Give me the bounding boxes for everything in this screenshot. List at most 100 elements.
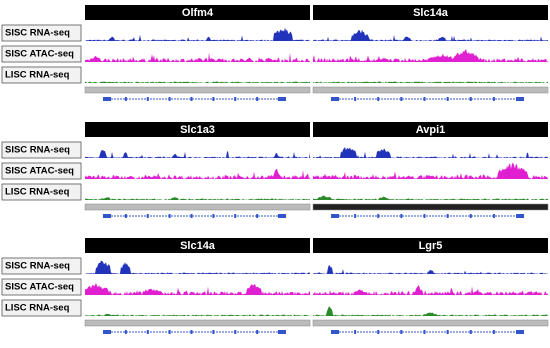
- exon: [190, 330, 193, 334]
- exon: [212, 330, 215, 334]
- exon: [256, 97, 259, 101]
- exon: [168, 97, 171, 101]
- gene-header: [313, 5, 548, 20]
- locus-bar: [312, 203, 549, 211]
- exon: [146, 97, 149, 101]
- signal-track: [85, 150, 310, 158]
- exon: [446, 214, 449, 218]
- exon: [469, 214, 472, 218]
- exon: [212, 97, 215, 101]
- track-label-box: [1, 299, 82, 317]
- exon: [234, 330, 237, 334]
- exon: [331, 97, 339, 101]
- track-label-box: [1, 183, 82, 201]
- track-label: LISC RNA-seq: [5, 187, 70, 198]
- track-label: SISC RNA-seq: [5, 28, 70, 39]
- exon: [377, 330, 380, 334]
- exon: [400, 214, 403, 218]
- track-label: SISC RNA-seq: [5, 261, 70, 272]
- gene-header: [85, 122, 310, 137]
- signal-track: [85, 196, 310, 200]
- exon: [103, 97, 111, 101]
- locus-bar: [84, 319, 311, 327]
- gene-name: Avpi1: [416, 124, 446, 136]
- signal-track: [85, 260, 310, 274]
- exon: [256, 214, 259, 218]
- gene-header: [313, 238, 548, 253]
- gene-name: Slc1a3: [180, 124, 215, 136]
- locus-bar: [312, 86, 549, 94]
- exon: [423, 214, 426, 218]
- signal-track: [85, 282, 310, 295]
- exon: [124, 330, 127, 334]
- exon: [516, 330, 524, 334]
- track-label-box: [1, 162, 82, 180]
- track-label: SISC ATAC-seq: [5, 282, 74, 293]
- exon: [377, 214, 380, 218]
- locus-bar: [84, 86, 311, 94]
- exon: [168, 214, 171, 218]
- signal-track: [313, 48, 548, 62]
- gene-name: Slc14a: [413, 7, 449, 19]
- exon: [103, 214, 111, 218]
- exon: [278, 330, 286, 334]
- track-label: SISC ATAC-seq: [5, 49, 74, 60]
- track-label: SISC RNA-seq: [5, 145, 70, 156]
- track-label: LISC RNA-seq: [5, 303, 70, 314]
- signal-track: [85, 27, 310, 41]
- gene-header: [85, 238, 310, 253]
- signal-track: [313, 285, 548, 295]
- exon: [354, 97, 357, 101]
- track-label: SISC ATAC-seq: [5, 166, 74, 177]
- exon: [103, 330, 111, 334]
- exon: [469, 97, 472, 101]
- signal-track: [313, 195, 548, 200]
- signal-track: [313, 306, 548, 316]
- track-label-box: [1, 257, 82, 275]
- exon: [331, 214, 339, 218]
- track-label-box: [1, 24, 82, 42]
- exon: [331, 330, 339, 334]
- locus-bar: [312, 319, 549, 327]
- signal-track: [85, 313, 310, 316]
- signal-track: [313, 265, 548, 274]
- exon: [446, 330, 449, 334]
- signal-track: [313, 162, 548, 179]
- exon: [400, 330, 403, 334]
- exon: [168, 330, 171, 334]
- exon: [446, 97, 449, 101]
- exon: [354, 330, 357, 334]
- exon: [278, 97, 286, 101]
- signal-track: [313, 29, 548, 41]
- locus-bar: [84, 203, 311, 211]
- signal-track: [85, 52, 310, 62]
- exon: [423, 97, 426, 101]
- exon: [469, 330, 472, 334]
- exon: [234, 214, 237, 218]
- track-label-box: [1, 66, 82, 84]
- exon: [492, 214, 495, 218]
- track-label-box: [1, 278, 82, 296]
- gene-name: Lgr5: [419, 240, 443, 252]
- gene-header: [85, 5, 310, 20]
- signal-track: [85, 81, 310, 83]
- exon: [492, 330, 495, 334]
- signal-track: [85, 168, 310, 179]
- exon: [124, 214, 127, 218]
- exon: [146, 330, 149, 334]
- exon: [190, 97, 193, 101]
- exon: [423, 330, 426, 334]
- exon: [354, 214, 357, 218]
- exon: [400, 97, 403, 101]
- exon: [190, 214, 193, 218]
- exon: [212, 214, 215, 218]
- track-label-box: [1, 141, 82, 159]
- gene-name: Olfm4: [182, 7, 214, 19]
- exon: [516, 97, 524, 101]
- exon: [492, 97, 495, 101]
- track-label: LISC RNA-seq: [5, 70, 70, 81]
- exon: [124, 97, 127, 101]
- signal-track: [313, 81, 548, 83]
- exon: [516, 214, 524, 218]
